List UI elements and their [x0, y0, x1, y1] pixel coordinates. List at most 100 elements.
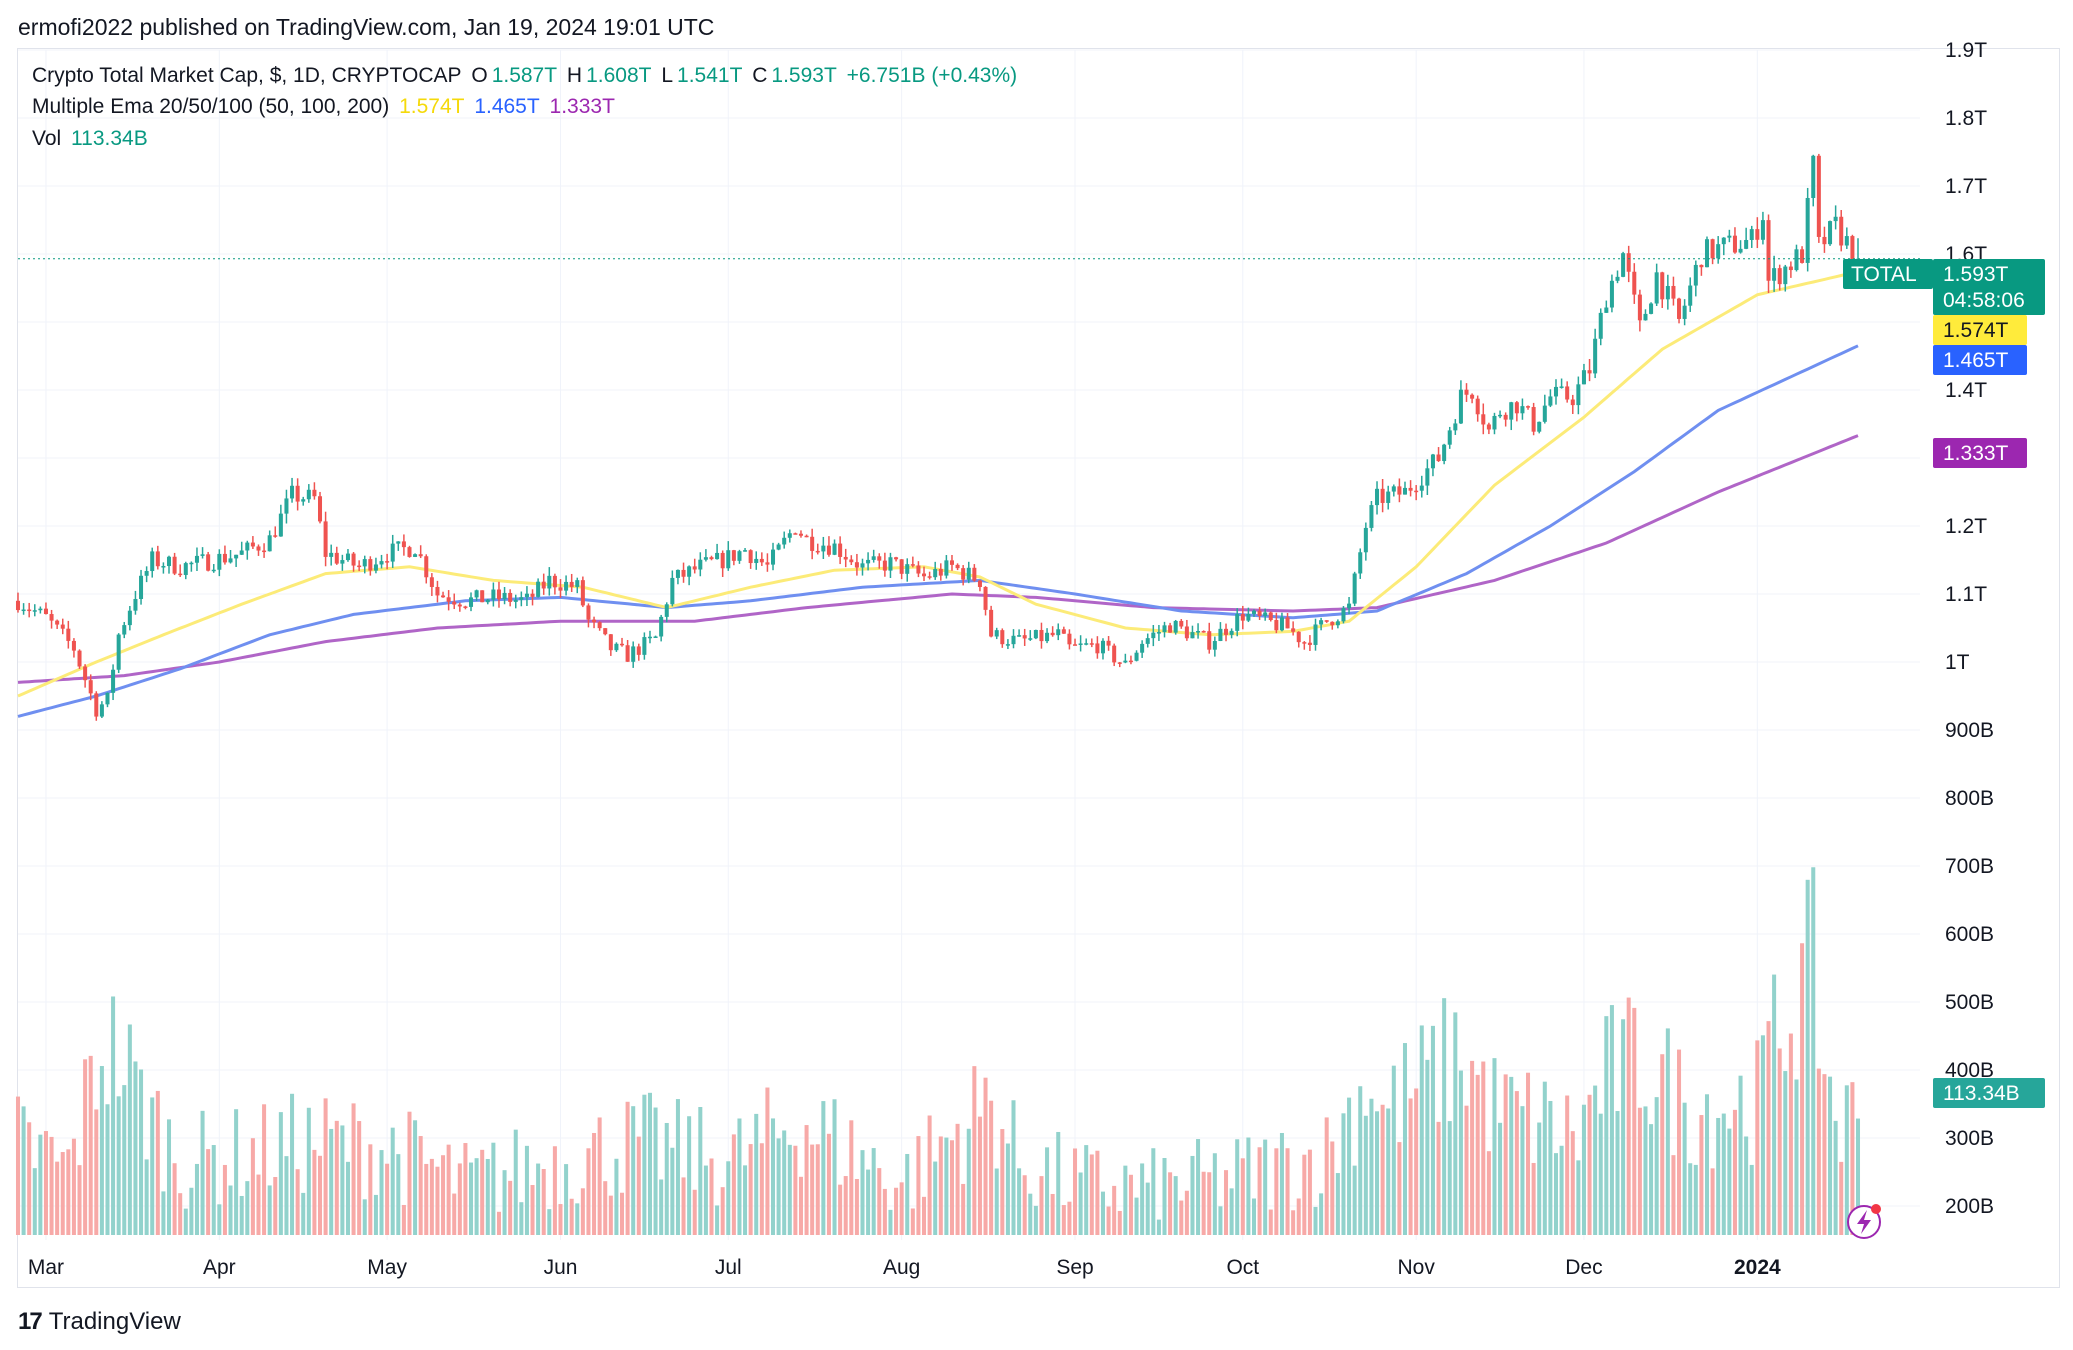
candle-body — [530, 593, 535, 597]
volume-bar — [1436, 1121, 1441, 1235]
time-axis-tick: Dec — [1565, 1256, 1602, 1279]
candle-body — [1660, 272, 1665, 300]
volume-bar — [1520, 1106, 1525, 1235]
volume-bar — [631, 1106, 636, 1235]
volume-bar — [1397, 1142, 1402, 1235]
candle-body — [541, 581, 546, 589]
candle-body — [206, 554, 211, 571]
volume-bar — [155, 1090, 160, 1235]
volume-bar — [357, 1121, 362, 1235]
volume-bar — [1800, 943, 1805, 1235]
candle-body — [334, 552, 339, 564]
volume-bar — [385, 1163, 390, 1235]
price-axis-tick: 900B — [1945, 719, 1994, 742]
candle-body — [1397, 486, 1402, 495]
volume-bar — [1699, 1115, 1704, 1235]
volume-bar — [1028, 1193, 1033, 1235]
legend-low-label: L — [661, 64, 674, 87]
candle-body — [1699, 264, 1704, 268]
volume-bar — [597, 1117, 602, 1235]
volume-bar — [1604, 1016, 1609, 1235]
volume-bar — [894, 1187, 899, 1235]
candle-body — [838, 543, 843, 557]
volume-bar — [295, 1169, 300, 1235]
candle-body — [1045, 632, 1050, 642]
volume-bar — [1716, 1117, 1721, 1235]
candle-body — [306, 489, 311, 500]
volume-bar — [1514, 1091, 1519, 1235]
volume-bar — [1235, 1139, 1240, 1235]
volume-bar — [1408, 1098, 1413, 1235]
volume-bar — [32, 1168, 37, 1235]
volume-bar — [564, 1164, 569, 1235]
legend-close-label: C — [752, 64, 768, 87]
volume-bar — [949, 1140, 954, 1235]
volume-bar — [1089, 1154, 1094, 1235]
volume-bar — [401, 1204, 406, 1235]
candle-body — [468, 597, 474, 607]
volume-bar — [871, 1148, 876, 1235]
volume-bar — [413, 1120, 418, 1235]
volume-bar — [575, 1203, 580, 1235]
candle-body — [1609, 280, 1614, 308]
volume-bar — [1319, 1193, 1324, 1235]
legend-vol-value: 113.34B — [71, 127, 148, 150]
volume-bar — [1106, 1206, 1111, 1235]
volume-badge — [1933, 1078, 2045, 1108]
legend-close-value: 1.593T — [771, 64, 837, 87]
candle-body — [771, 549, 776, 565]
volume-bar — [345, 1161, 350, 1235]
volume-bar — [972, 1066, 977, 1235]
volume-bar — [687, 1116, 692, 1235]
candle-body — [418, 554, 423, 557]
candle-body — [776, 544, 781, 550]
time-axis-tick: Aug — [883, 1256, 920, 1279]
chart-frame — [17, 48, 2060, 1288]
volume-bar — [1760, 1035, 1765, 1235]
volume-bar — [1688, 1163, 1693, 1235]
candle-body — [720, 552, 725, 569]
volume-bar — [983, 1077, 988, 1235]
volume-bar — [798, 1176, 803, 1235]
volume-bar — [446, 1144, 451, 1235]
candle-body — [424, 556, 429, 578]
candle-body — [1526, 406, 1531, 408]
candle-body — [675, 569, 680, 578]
candle-body — [1078, 643, 1083, 645]
candle-body — [625, 645, 630, 662]
legend-volume-row: Vol 113.34B — [32, 127, 152, 151]
candle-body — [83, 666, 88, 681]
volume-bar — [776, 1138, 781, 1235]
candle-body — [832, 543, 837, 555]
volume-bar — [1313, 1206, 1318, 1235]
candle-body — [1151, 632, 1156, 639]
volume-bar — [88, 1055, 93, 1235]
volume-bar — [1134, 1197, 1139, 1235]
price-axis-tick: 800B — [1945, 787, 1994, 810]
volume-bar — [1100, 1191, 1105, 1235]
volume-bar — [910, 1208, 915, 1235]
candle-body — [273, 535, 278, 537]
volume-bar — [172, 1163, 177, 1235]
volume-bar — [43, 1131, 48, 1235]
volume-bar — [1151, 1148, 1156, 1235]
candle-body — [390, 543, 395, 562]
candle-body — [172, 556, 177, 574]
candle-body — [966, 567, 971, 580]
volume-bar — [133, 1061, 138, 1235]
volume-bar — [262, 1104, 267, 1235]
last-price-badge-text: 1.593T — [1943, 263, 2009, 286]
candle-body — [1777, 268, 1782, 285]
volume-bar — [849, 1120, 854, 1235]
candle-body — [608, 634, 613, 651]
candle-body — [1207, 631, 1212, 650]
time-axis-tick: May — [367, 1256, 407, 1279]
candle-body — [1056, 629, 1061, 636]
volume-bar — [373, 1194, 378, 1235]
tradingview-logo[interactable]: 17 TradingView — [18, 1308, 181, 1336]
volume-bar — [681, 1177, 686, 1235]
candle-body — [1716, 244, 1721, 259]
candle-body — [726, 550, 731, 569]
volume-bar — [916, 1136, 921, 1235]
